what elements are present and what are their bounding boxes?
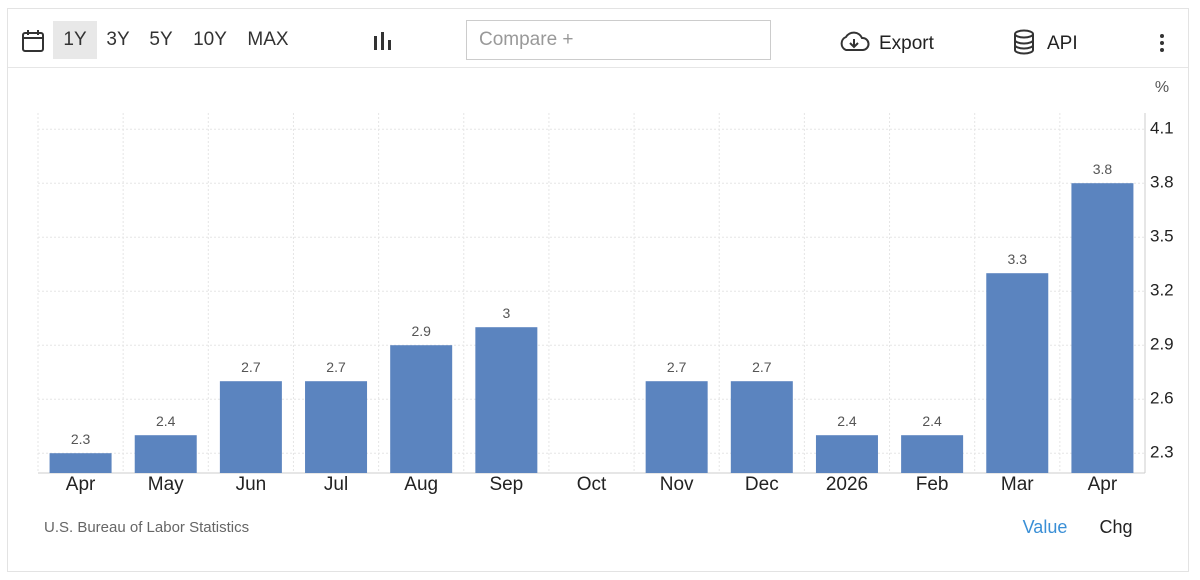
value-label: 2.7 — [752, 359, 772, 375]
api-button[interactable]: API — [1047, 33, 1078, 54]
unit-label: % — [1155, 79, 1169, 96]
bar — [475, 327, 538, 473]
compare-input[interactable]: Compare + — [466, 20, 771, 60]
bar — [815, 435, 878, 473]
bar — [390, 345, 453, 473]
bar — [134, 435, 197, 473]
bar — [901, 435, 964, 473]
more-menu[interactable] — [1158, 33, 1166, 53]
toolbar: 1Y 3Y 5Y 10Y MAX Compare + Export API — [8, 9, 1188, 68]
bar — [645, 381, 708, 473]
bar — [730, 381, 793, 473]
y-tick-label: 2.3 — [1150, 443, 1174, 462]
value-label: 2.7 — [667, 359, 687, 375]
value-label: 2.7 — [241, 359, 261, 375]
x-tick-label: Nov — [660, 474, 694, 495]
value-label: 2.3 — [71, 431, 91, 447]
range-button[interactable]: 10Y — [193, 29, 227, 50]
api-icon[interactable] — [1013, 29, 1035, 55]
value-label: 3.8 — [1093, 161, 1113, 177]
x-tick-label: Dec — [745, 474, 779, 495]
export-button[interactable]: Export — [879, 33, 934, 54]
bar — [305, 381, 368, 473]
mode-link[interactable]: Chg — [1099, 517, 1132, 537]
x-tick-label: Jul — [324, 474, 348, 495]
x-tick-label: Jun — [236, 474, 267, 495]
y-tick-label: 2.9 — [1150, 335, 1174, 354]
x-tick-label: Sep — [489, 474, 523, 495]
range-button[interactable]: 5Y — [149, 29, 173, 50]
x-tick-label: Mar — [1001, 474, 1034, 495]
range-button[interactable]: 3Y — [106, 29, 130, 50]
x-tick-label: Apr — [66, 474, 96, 495]
value-label: 2.4 — [922, 413, 942, 429]
value-label: 2.9 — [411, 323, 431, 339]
source: U.S. Bureau of Labor Statistics — [44, 519, 249, 536]
range-button[interactable]: 1Y — [53, 21, 97, 59]
y-tick-label: 3.2 — [1150, 281, 1174, 300]
chart-type-icon[interactable] — [372, 32, 394, 52]
x-tick-label: Aug — [404, 474, 438, 495]
bar — [219, 381, 282, 473]
export-icon[interactable] — [838, 31, 870, 53]
y-tick-label: 4.1 — [1150, 119, 1174, 138]
value-label: 2.7 — [326, 359, 346, 375]
value-label: 2.4 — [837, 413, 857, 429]
x-tick-label: Apr — [1088, 474, 1118, 495]
x-tick-label: 2026 — [826, 474, 868, 495]
bar — [49, 453, 112, 473]
value-label: 2.4 — [156, 413, 176, 429]
y-tick-label: 3.5 — [1150, 227, 1174, 246]
range-button[interactable]: MAX — [247, 29, 289, 50]
x-tick-label: May — [148, 474, 184, 495]
mode-link[interactable]: Value — [1023, 517, 1068, 537]
bar — [986, 273, 1049, 473]
x-tick-label: Feb — [916, 474, 949, 495]
y-tick-label: 2.6 — [1150, 389, 1174, 408]
calendar-icon[interactable] — [21, 29, 45, 53]
bar — [1071, 183, 1134, 473]
x-tick-label: Oct — [577, 474, 607, 495]
value-label: 3.3 — [1008, 251, 1028, 267]
chart-widget: 1Y 3Y 5Y 10Y MAX Compare + Export API — [7, 8, 1189, 572]
value-label: 3 — [502, 305, 510, 321]
y-tick-label: 3.8 — [1150, 173, 1174, 192]
